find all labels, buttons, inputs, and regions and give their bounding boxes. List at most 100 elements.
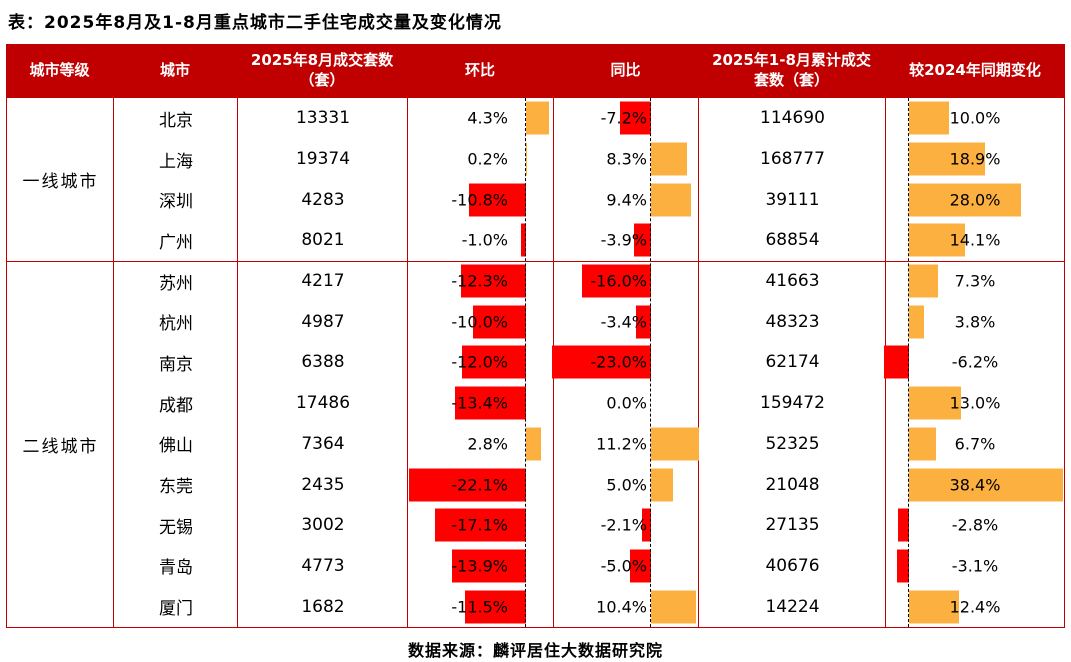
yoy-value: 8.3%: [606, 149, 647, 169]
cell-city: 青岛: [159, 558, 193, 579]
cum-change-value: 3.8%: [954, 312, 996, 332]
table-row: 广州 8021 -1.0% -3.9% 68854 14.1%: [7, 220, 1064, 261]
table-row: 佛山 7364 2.8% 11.2% 52325 6.7%: [7, 424, 1064, 465]
mom-value: -17.1%: [451, 515, 508, 535]
mom-bar: [468, 183, 526, 217]
yoy-value: -5.0%: [600, 556, 647, 576]
mom-bar: [460, 264, 526, 298]
cell-yoy: 5.0%: [554, 464, 699, 505]
yoy-bar: [651, 468, 673, 502]
yoy-value: 11.2%: [596, 434, 647, 454]
mom-bar: [473, 305, 526, 339]
cell-aug-units: 4283: [301, 189, 345, 210]
table-row: 深圳 4283 -10.8% 9.4% 39111 28.0%: [7, 179, 1064, 220]
cell-yoy: -23.0%: [552, 342, 699, 383]
cum-change-value: 12.4%: [949, 597, 1001, 617]
yoy-bar: [641, 508, 651, 542]
cell-aug-units: 7364: [301, 433, 345, 454]
cell-yoy: 11.2%: [554, 424, 700, 465]
cell-cum-units: 114690: [760, 108, 825, 129]
cell-city: 南京: [159, 354, 193, 375]
cell-cum-change: 18.9%: [886, 139, 1066, 180]
cell-city: 无锡: [159, 517, 193, 538]
cell-cum-units: 159472: [760, 393, 825, 414]
cum-change-value: 14.1%: [949, 230, 1001, 250]
cell-yoy: 8.3%: [554, 139, 699, 180]
cell-cum-change: -2.8%: [886, 505, 1066, 546]
cell-aug-units: 13331: [295, 108, 351, 129]
cell-mom: -12.3%: [408, 261, 554, 302]
cum-change-bar: [909, 590, 959, 624]
cell-city: 北京: [159, 110, 193, 131]
header-city: 城市: [159, 60, 190, 79]
cell-mom: -10.8%: [408, 179, 554, 220]
mom-value: 2.8%: [467, 434, 508, 454]
column-divider: [698, 98, 699, 627]
cell-yoy: -5.0%: [554, 546, 699, 587]
yoy-bar: [552, 345, 651, 379]
cell-cum-change: 12.4%: [886, 586, 1066, 627]
table-row: 厦门 1682 -11.5% 10.4% 14224 12.4%: [7, 586, 1064, 627]
cum-change-bar: [909, 386, 961, 420]
cell-mom: 0.2%: [408, 139, 554, 180]
cell-cum-change: 14.1%: [886, 220, 1066, 261]
column-divider: [407, 98, 408, 627]
cell-cum-change: 7.3%: [886, 261, 1066, 302]
yoy-zero-axis: [650, 98, 651, 627]
table-row: 北京 13331 4.3% -7.2% 114690 10.0%: [7, 98, 1064, 139]
yoy-value: -16.0%: [590, 271, 647, 291]
table-row: 上海 19374 0.2% 8.3% 168777 18.9%: [7, 139, 1064, 180]
yoy-value: -23.0%: [590, 352, 647, 372]
mom-value: -13.9%: [451, 556, 508, 576]
cum-change-bar: [909, 468, 1063, 502]
yoy-value: 0.0%: [606, 393, 647, 413]
cell-cum-units: 14224: [765, 596, 820, 617]
cum-change-value: 18.9%: [949, 149, 1001, 169]
cell-cum-units: 48323: [765, 311, 820, 332]
cum-change-value: 7.3%: [954, 271, 996, 291]
yoy-bar: [634, 223, 651, 257]
cell-cum-units: 27135: [765, 515, 820, 536]
yoy-bar: [651, 183, 692, 217]
cell-cum-change: 38.4%: [886, 464, 1066, 505]
mom-bar: [465, 590, 526, 624]
mom-bar: [462, 345, 526, 379]
mom-bar: [526, 427, 541, 461]
cell-aug-units: 3002: [301, 515, 345, 536]
cell-cum-units: 41663: [765, 271, 820, 292]
mom-zero-axis: [525, 98, 526, 627]
header-cum-change: 较2024年同期变化: [909, 60, 1041, 79]
table-row: 成都 17486 -13.4% 0.0% 159472 13.0%: [7, 383, 1064, 424]
header-cum-units: 2025年1-8月累计成交套数（套）: [712, 51, 871, 89]
mom-bar: [520, 223, 526, 257]
cell-cum-units: 62174: [765, 352, 820, 373]
yoy-bar: [629, 549, 651, 583]
cell-yoy: -7.2%: [554, 98, 699, 139]
cell-cum-change: 10.0%: [886, 98, 1066, 139]
cell-aug-units: 1682: [301, 596, 345, 617]
mom-bar: [408, 468, 526, 502]
header-yoy: 同比: [610, 60, 641, 79]
cell-aug-units: 6388: [301, 352, 345, 373]
mom-bar: [435, 508, 526, 542]
cell-cum-change: 13.0%: [886, 383, 1066, 424]
column-divider: [113, 98, 114, 627]
cum-change-value: -6.2%: [951, 352, 999, 372]
mom-value: -11.5%: [451, 597, 508, 617]
tier-group-divider: [7, 261, 1064, 262]
yoy-value: -3.9%: [600, 230, 647, 250]
cum-change-value: 28.0%: [949, 190, 1001, 210]
cell-cum-change: -6.2%: [884, 342, 1066, 383]
cum-change-value: 38.4%: [949, 475, 1001, 495]
cell-yoy: -3.4%: [554, 301, 699, 342]
cell-city: 杭州: [159, 314, 193, 335]
cum-change-value: 6.7%: [954, 434, 996, 454]
column-divider: [237, 98, 238, 627]
cum-change-bar: [884, 345, 909, 379]
cum-change-bar: [909, 305, 925, 339]
yoy-bar: [651, 590, 696, 624]
cell-cum-change: 3.8%: [886, 301, 1066, 342]
mom-value: 0.2%: [467, 149, 508, 169]
cell-yoy: -2.1%: [554, 505, 699, 546]
cell-mom: -17.1%: [408, 505, 554, 546]
